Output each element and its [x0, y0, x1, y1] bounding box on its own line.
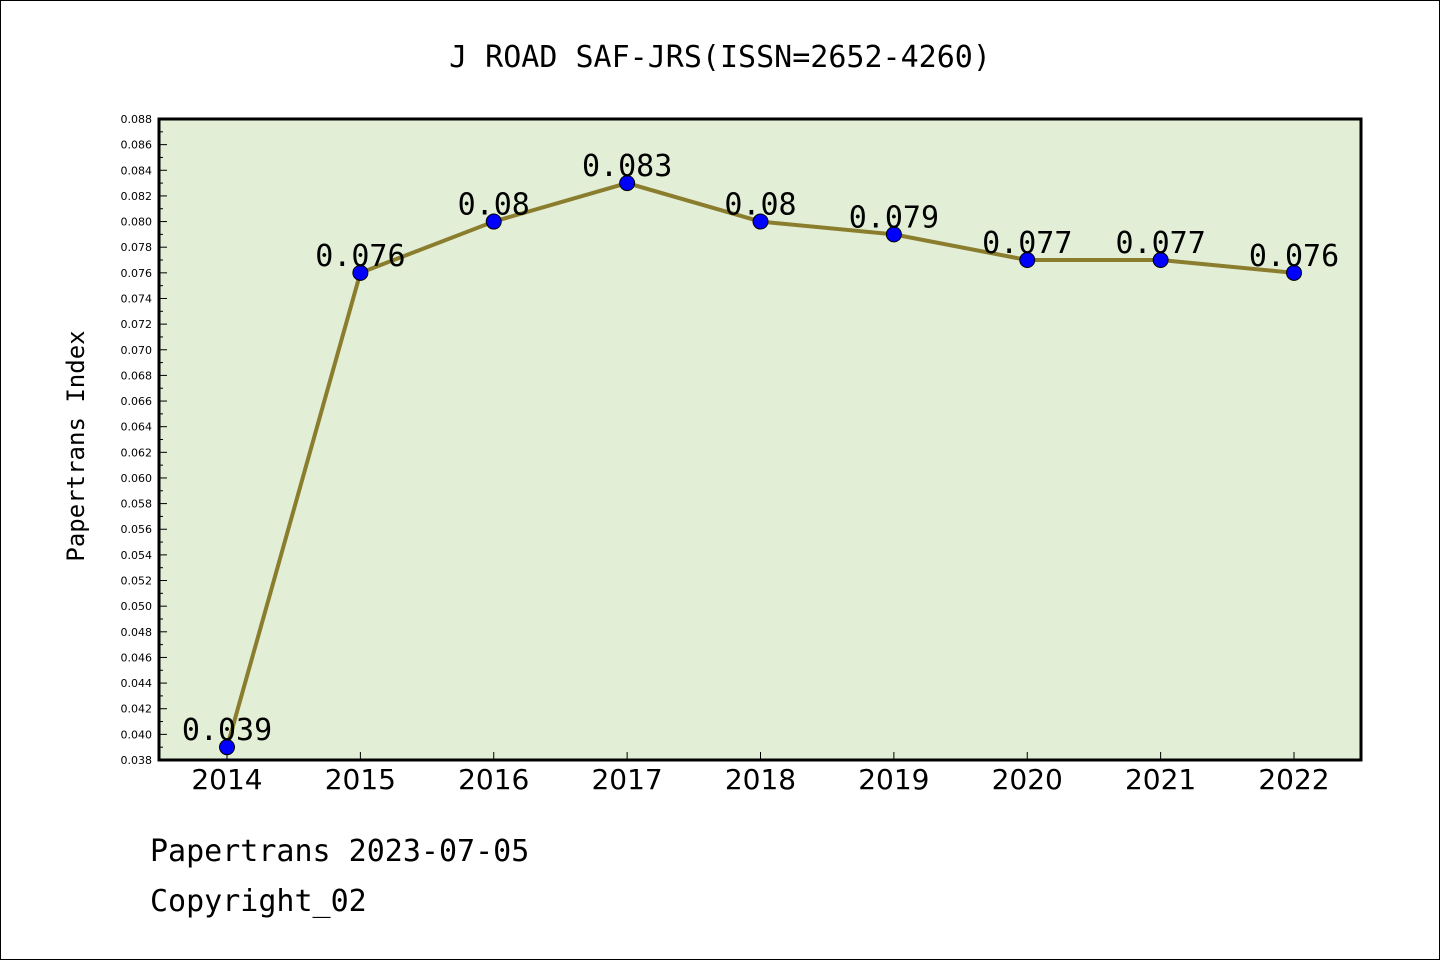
- x-tick-label: 2014: [191, 763, 262, 796]
- y-tick-label: 0.042: [121, 703, 153, 716]
- y-tick-label: 0.038: [121, 754, 153, 767]
- data-point: [885, 226, 902, 243]
- x-tick-label: 2017: [591, 763, 662, 796]
- y-tick-label: 0.084: [121, 164, 153, 177]
- x-tick-label: 2021: [1125, 763, 1196, 796]
- data-label: 0.079: [849, 200, 939, 235]
- y-tick-label: 0.048: [121, 626, 153, 639]
- y-tick-label: 0.088: [121, 113, 153, 126]
- data-label: 0.08: [458, 188, 530, 223]
- x-axis: 2014 2015 2016 2017 2018 2019 2020 2021 2022: [191, 752, 1330, 796]
- y-tick-label: 0.076: [121, 267, 153, 280]
- y-tick-label: 0.080: [121, 216, 153, 229]
- data-label: 0.076: [315, 239, 405, 274]
- y-tick-label: 0.074: [121, 292, 153, 305]
- y-tick-label: 0.082: [121, 190, 153, 203]
- data-point: [219, 739, 235, 756]
- y-tick-label: 0.062: [121, 446, 153, 459]
- x-tick-label: 2018: [725, 763, 796, 796]
- footer-source: Papertrans 2023-07-05: [150, 834, 530, 869]
- y-tick-label: 0.058: [121, 498, 153, 511]
- y-tick-label: 0.068: [121, 369, 153, 382]
- data-label: 0.083: [582, 149, 672, 184]
- data-label: 0.077: [1115, 226, 1205, 261]
- y-tick-label: 0.046: [121, 651, 153, 664]
- data-point: [752, 213, 769, 230]
- y-axis-label: Papertrans Index: [62, 330, 90, 561]
- x-tick-label: 2016: [458, 763, 529, 796]
- data-point: [352, 264, 369, 281]
- x-tick-label: 2022: [1258, 763, 1329, 796]
- data-point: [619, 175, 636, 192]
- data-label: 0.077: [982, 226, 1072, 261]
- footer-copyright: Copyright_02: [150, 884, 367, 919]
- y-tick-label: 0.060: [121, 472, 153, 485]
- y-tick-label: 0.072: [121, 318, 153, 331]
- y-tick-label: 0.056: [121, 523, 153, 536]
- y-tick-label: 0.086: [121, 139, 153, 152]
- y-tick-label: 0.070: [121, 344, 153, 357]
- y-tick-label: 0.066: [121, 395, 153, 408]
- y-tick-label: 0.040: [121, 728, 153, 741]
- data-label: 0.08: [724, 188, 796, 223]
- y-tick-label: 0.052: [121, 575, 153, 588]
- data-label: 0.039: [182, 713, 272, 748]
- y-axis: 0.038 0.040 0.042 0.044 0.046 0.048 0.050 0.052…: [121, 113, 167, 767]
- data-point: [485, 213, 502, 230]
- y-tick-label: 0.064: [121, 421, 153, 434]
- y-tick-label: 0.078: [121, 241, 153, 254]
- data-point: [1019, 252, 1036, 269]
- series-group: 0.039 0.076 0.08 0.083 0.08 0.079 0.077 0.077 0.…: [182, 149, 1339, 756]
- chart-title: J ROAD SAF-JRS(ISSN=2652-4260): [449, 40, 991, 75]
- x-tick-label: 2019: [858, 763, 929, 796]
- y-tick-label: 0.044: [121, 677, 153, 690]
- data-point: [1286, 264, 1302, 281]
- x-tick-label: 2015: [325, 763, 396, 796]
- data-point: [1152, 252, 1169, 269]
- x-tick-label: 2020: [992, 763, 1063, 796]
- y-tick-label: 0.050: [121, 600, 153, 613]
- data-label: 0.076: [1249, 239, 1339, 274]
- y-tick-label: 0.054: [121, 549, 153, 562]
